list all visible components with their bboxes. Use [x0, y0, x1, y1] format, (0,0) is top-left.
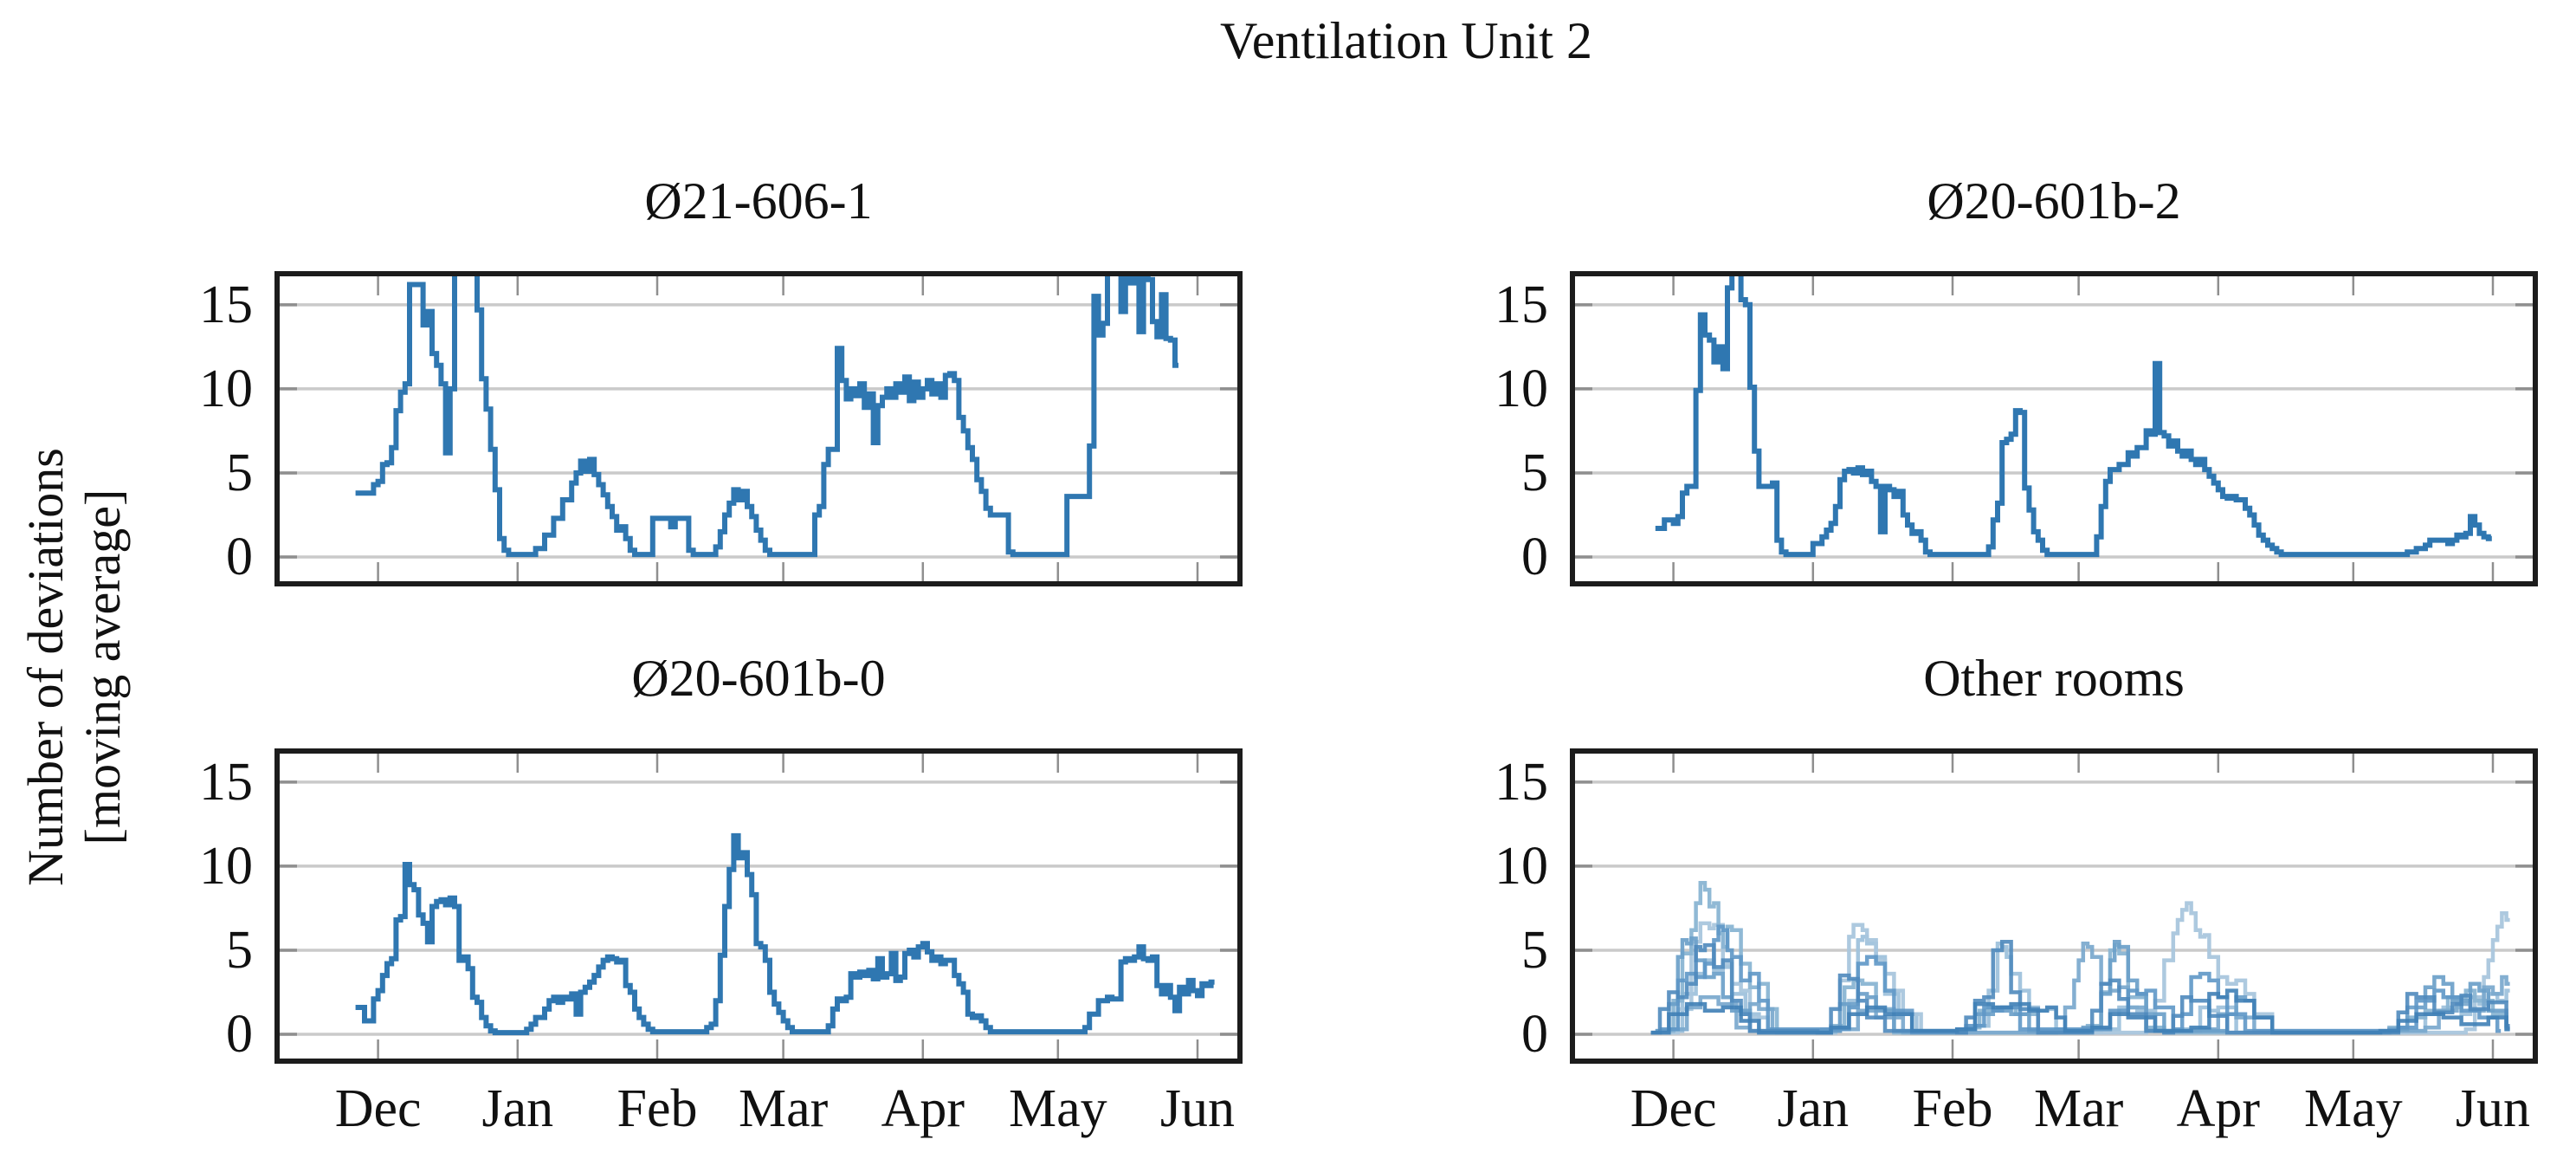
- chart-panel-bottom-right: Other rooms 0 5 10 15 Dec Jan Feb Mar Apr May Jun: [1495, 650, 2538, 1138]
- series-line: [1650, 940, 2510, 1035]
- y-tick-label: 0: [1521, 528, 1548, 587]
- y-axis-label-line1: Number of deviations: [17, 448, 74, 886]
- chart-title: Ø20-601b-2: [1927, 172, 2181, 230]
- y-tick-label: 0: [226, 528, 253, 587]
- x-tick-label: Jan: [481, 1079, 554, 1138]
- x-tick-label: Jun: [1159, 1079, 1236, 1138]
- y-tick-label: 5: [1521, 443, 1548, 502]
- x-tick-label: Jan: [1777, 1079, 1850, 1138]
- series-line: [355, 832, 1215, 1036]
- y-tick-label: 0: [1521, 1005, 1548, 1065]
- series-line: [355, 271, 1178, 558]
- chart-canvas: [274, 748, 1243, 1064]
- chart-title: Other rooms: [1923, 650, 2185, 707]
- y-tick-label: 15: [1495, 752, 1548, 812]
- x-tick-label: Apr: [881, 1079, 965, 1138]
- chart-canvas: [1570, 748, 2538, 1064]
- y-tick-label: 15: [199, 275, 253, 334]
- x-tick-label: Apr: [2176, 1079, 2261, 1138]
- y-tick-label: 10: [1495, 359, 1548, 418]
- y-tick-label: 5: [226, 920, 253, 980]
- series-line: [1669, 941, 2510, 1035]
- y-tick-label: 10: [1495, 836, 1548, 896]
- y-tick-label: 5: [1521, 920, 1548, 980]
- x-tick-label: May: [1008, 1079, 1107, 1138]
- x-tick-label: Dec: [334, 1079, 422, 1138]
- axes-border: [1570, 271, 2538, 586]
- axes-border: [1570, 748, 2538, 1064]
- x-tick-label: Dec: [1630, 1079, 1717, 1138]
- y-tick-label: 0: [226, 1005, 253, 1065]
- y-tick-label: 10: [199, 836, 253, 896]
- chart-canvas: [1570, 271, 2538, 586]
- chart-panel-top-left: Ø21-606-1 0 5 10 15: [199, 172, 1243, 586]
- y-axis-label: Number of deviations [moving average]: [17, 448, 132, 886]
- chart-panel-top-right: Ø20-601b-2 0 5 10 15: [1495, 172, 2538, 586]
- figure-title: Ventilation Unit 2: [1220, 12, 1592, 69]
- y-tick-label: 10: [199, 359, 253, 418]
- chart-title: Ø21-606-1: [644, 172, 873, 230]
- series-line: [1650, 988, 2510, 1035]
- chart-title: Ø20-601b-0: [631, 650, 886, 707]
- chart-panel-bottom-left: Ø20-601b-0 0 5 10 15 Dec Jan Feb Mar Apr May Jun: [199, 650, 1243, 1138]
- axes-border: [274, 271, 1243, 586]
- x-tick-label: Jun: [2455, 1079, 2531, 1138]
- x-tick-label: Feb: [1912, 1079, 1993, 1138]
- x-tick-label: Feb: [617, 1079, 698, 1138]
- y-tick-label: 5: [226, 443, 253, 502]
- y-tick-label: 15: [1495, 275, 1548, 334]
- x-tick-label: Mar: [738, 1079, 829, 1138]
- chart-canvas: [274, 271, 1243, 586]
- x-tick-label: May: [2303, 1079, 2403, 1138]
- series-line: [1660, 901, 2510, 1035]
- axes-border: [274, 748, 1243, 1064]
- series-line: [1655, 271, 2492, 558]
- y-tick-label: 15: [199, 752, 253, 812]
- x-tick-label: Mar: [2033, 1079, 2124, 1138]
